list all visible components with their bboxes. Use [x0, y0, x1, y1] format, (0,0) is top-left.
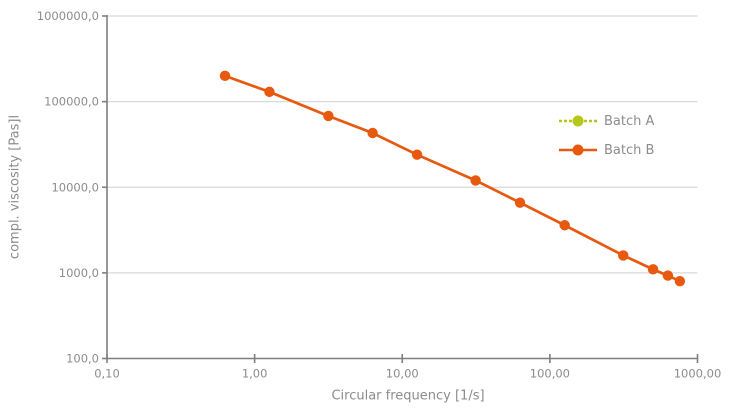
- x-tick-label: 1000,00: [674, 367, 722, 381]
- batch-b-marker-icon: [559, 144, 597, 156]
- y-tick-label: 1000000,0: [37, 9, 99, 23]
- y-tick-label: 1000,0: [59, 266, 99, 280]
- series-line-batch-b: [224, 74, 681, 283]
- x-tick-label: 0,10: [94, 367, 120, 381]
- x-tick-label: 10,00: [386, 367, 419, 381]
- y-tick-label: 10000,0: [51, 180, 99, 194]
- legend-label-batch-a: Batch A: [604, 113, 655, 129]
- data-point: [559, 220, 570, 231]
- data-point: [618, 250, 629, 261]
- data-point: [647, 264, 659, 275]
- y-axis-title: compl. viscosity [Pas]l: [7, 114, 23, 260]
- data-point: [514, 197, 526, 208]
- data-point: [662, 270, 674, 281]
- data-point: [219, 70, 231, 82]
- legend-item-batch-b: Batch B: [558, 140, 654, 160]
- data-point: [264, 86, 275, 98]
- x-tick-label: 1,00: [242, 367, 268, 381]
- data-point: [367, 127, 378, 139]
- legend-label-batch-b: Batch B: [604, 142, 655, 158]
- x-tick-label: 100,00: [530, 367, 570, 381]
- data-point: [674, 275, 686, 287]
- legend: Batch A Batch B: [558, 111, 654, 169]
- batch-a-marker-icon: [559, 115, 597, 127]
- data-point: [470, 175, 481, 186]
- legend-item-batch-a: Batch A: [558, 111, 654, 131]
- data-point: [323, 110, 334, 122]
- x-axis-title: Circular frequency [1/s]: [331, 388, 485, 404]
- data-point: [411, 149, 423, 160]
- y-tick-label: 100000,0: [44, 95, 99, 109]
- y-tick-label: 100,0: [66, 352, 99, 366]
